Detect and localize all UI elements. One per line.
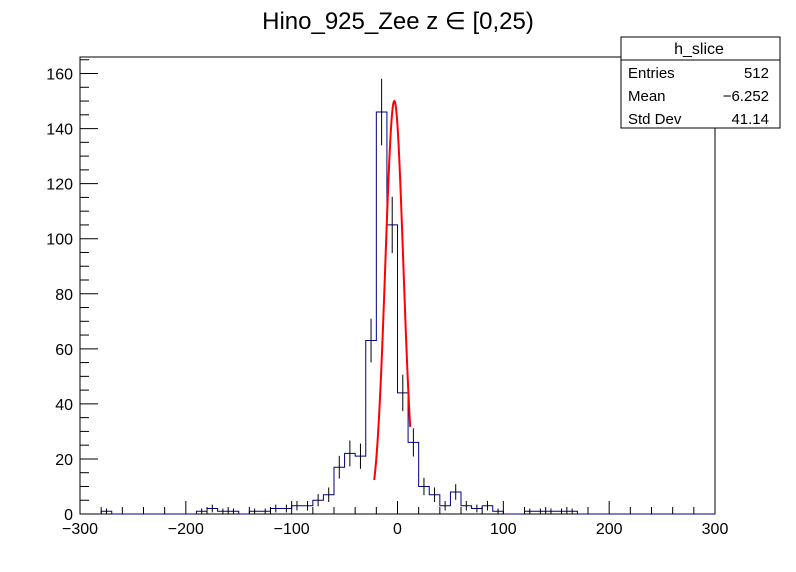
stats-mean-value: −6.252 bbox=[723, 88, 769, 105]
axes-layer: −300 −200 −100 0 100 200 300 0 20 40 60 80 100 120 140… bbox=[46, 59, 729, 538]
y-tick-label: 40 bbox=[55, 397, 73, 414]
x-tick-label: 200 bbox=[596, 521, 623, 538]
fit-curve-layer bbox=[373, 99, 412, 481]
x-tick-label: 0 bbox=[393, 521, 402, 538]
stats-mean-label: Mean bbox=[628, 88, 666, 105]
x-tick-label: 300 bbox=[702, 521, 729, 538]
x-tick-label: −200 bbox=[168, 521, 204, 538]
stats-stddev-label: Std Dev bbox=[628, 111, 682, 128]
chart-title: Hino_925_Zee z ∈ [0,25) bbox=[262, 8, 534, 35]
x-tick-label: −100 bbox=[274, 521, 310, 538]
y-tick-label: 100 bbox=[46, 232, 73, 249]
stats-box-border bbox=[620, 36, 781, 129]
y-tick-label: 20 bbox=[55, 452, 73, 469]
y-tick-label: 120 bbox=[46, 177, 73, 194]
x-tick-label: −300 bbox=[62, 521, 98, 538]
stats-stddev-value: 41.14 bbox=[731, 111, 769, 128]
y-tick-label: 160 bbox=[46, 67, 73, 84]
y-tick-label: 80 bbox=[55, 287, 73, 304]
x-tick-label: 100 bbox=[490, 521, 517, 538]
stats-entries-value: 512 bbox=[744, 65, 769, 82]
stats-entries-label: Entries bbox=[628, 65, 675, 82]
y-tick-label: 140 bbox=[46, 122, 73, 139]
stats-box-title: h_slice bbox=[674, 41, 724, 58]
y-tick-label: 60 bbox=[55, 342, 73, 359]
gaussian-fit-curve bbox=[373, 99, 412, 481]
y-tick-label: 0 bbox=[64, 507, 73, 524]
stats-box: h_slice Entries 512 Mean −6.252 Std Dev … bbox=[620, 36, 781, 129]
